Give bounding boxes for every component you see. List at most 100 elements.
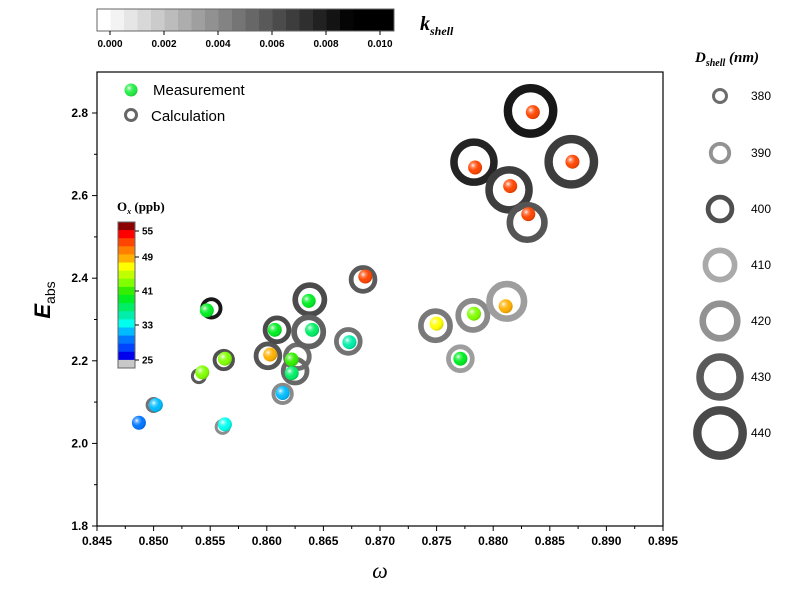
- measurement-point-shine: [466, 306, 481, 321]
- measurement-point-shine: [498, 299, 513, 314]
- measurement-point-shine: [284, 352, 299, 367]
- kshell-colorbar-segment: [137, 9, 152, 31]
- ox-tick-label: 55: [142, 227, 154, 238]
- measurement-point-shine: [284, 366, 299, 381]
- measurement-point-shine: [468, 160, 483, 175]
- x-tick-label: 0.860: [252, 534, 282, 548]
- calculation-ring: [503, 84, 558, 138]
- dshell-legend-label: 400: [751, 202, 771, 216]
- calculation-ring: [486, 280, 528, 322]
- kshell-colorbar-segment: [367, 9, 381, 31]
- measurement-point-shine: [521, 207, 536, 222]
- calculation-ring: [334, 327, 363, 356]
- ox-colorbar-segment: [118, 343, 135, 353]
- kshell-colorbar-segment: [124, 9, 138, 31]
- calculation-ring: [506, 201, 548, 244]
- measurement-point-shine: [148, 397, 163, 412]
- kshell-colorbar-segment: [272, 9, 287, 31]
- x-tick-label: 0.845: [82, 534, 112, 548]
- measurement-point-shine: [217, 351, 232, 366]
- ox-colorbar-segment: [118, 238, 135, 247]
- x-tick-label: 0.865: [308, 534, 338, 548]
- dshell-legend-ring: [712, 88, 728, 104]
- kshell-colorbar-frame: [96, 8, 395, 32]
- ox-colorbar-segment: [118, 335, 135, 345]
- kshell-colorbar-segment: [178, 9, 192, 31]
- calculation-ring: [262, 315, 292, 345]
- kshell-colorbar-segment: [151, 9, 165, 31]
- measurement-points: [131, 105, 580, 432]
- ox-colorbar-segment: [118, 359, 135, 369]
- kshell-tick-label: 0.008: [313, 39, 338, 50]
- kshell-colorbar-segment: [218, 9, 233, 31]
- kshell-colorbar-segment: [97, 9, 111, 31]
- ox-tick-label: 25: [142, 356, 154, 367]
- legend-calculation-label: Calculation: [151, 108, 225, 125]
- dshell-legend-ring: [699, 300, 741, 342]
- kshell-colorbar-segment: [380, 9, 395, 31]
- y-axis-title: Eabs: [30, 281, 58, 318]
- x-tick-label: 0.870: [365, 534, 395, 548]
- ox-colorbar-segment: [118, 286, 135, 296]
- kshell-colorbar-segment: [110, 9, 125, 31]
- calculation-ring: [418, 308, 453, 344]
- y-tick-label: 1.8: [71, 519, 88, 533]
- dshell-title: Dshell (nm): [694, 50, 759, 69]
- legend-calculation-marker: [124, 108, 138, 122]
- dshell-legend-label: 390: [751, 146, 771, 160]
- kshell-colorbar-segment: [313, 9, 327, 31]
- kshell-colorbar-segment: [353, 9, 368, 31]
- measurement-point-shine: [195, 365, 210, 380]
- dshell-legend-ring: [693, 406, 747, 460]
- calculation-ring: [253, 341, 283, 371]
- kshell-label: kshell: [420, 13, 454, 38]
- measurement-point-shine: [305, 322, 320, 337]
- calculation-ring: [446, 344, 475, 374]
- y-tick-label: 2.2: [71, 354, 88, 368]
- kshell-colorbar-segment: [286, 9, 300, 31]
- calculation-ring: [348, 265, 378, 294]
- measurement-point-shine: [429, 316, 444, 331]
- ox-colorbar-segment: [118, 295, 135, 304]
- x-tick-label: 0.855: [195, 534, 225, 548]
- ox-tick-label: 49: [142, 253, 154, 264]
- calculation-rings: [145, 84, 599, 435]
- measurement-point-shine: [275, 386, 290, 401]
- kshell-tick-label: 0.002: [151, 39, 176, 50]
- kshell-colorbar-segment: [205, 9, 219, 31]
- calculation-ring: [450, 138, 498, 186]
- ox-colorbar: 55 49 41 33 25: [117, 221, 154, 369]
- ox-colorbar-segment: [118, 254, 135, 263]
- dshell-legend-label: 430: [751, 370, 771, 384]
- calculation-ring: [291, 314, 327, 350]
- kshell-colorbar-segment: [299, 9, 314, 31]
- dshell-legend-ring: [705, 194, 735, 224]
- kshell-colorbar-segment: [245, 9, 260, 31]
- ox-colorbar-segment: [118, 270, 135, 280]
- kshell-tick-label: 0.004: [205, 39, 230, 50]
- calculation-ring: [455, 297, 491, 333]
- dshell-legend-label: 420: [751, 314, 771, 328]
- measurement-point-shine: [565, 154, 580, 169]
- plot-legend: Measurement Calculation: [124, 82, 246, 125]
- dshell-legend-label: 440: [751, 426, 771, 440]
- legend-measurement-shine: [124, 83, 138, 97]
- kshell-tick-label: 0.000: [97, 39, 122, 50]
- y-tick-label: 2.6: [71, 189, 88, 203]
- ox-colorbar-frame: [117, 221, 136, 369]
- calculation-ring: [271, 382, 294, 405]
- kshell-tick-label: 0.010: [367, 39, 392, 50]
- kshell-colorbar-segment: [340, 9, 354, 31]
- measurement-point-shine: [525, 105, 540, 120]
- measurement-point-shine: [267, 322, 282, 337]
- measurement-point-shine: [503, 179, 518, 194]
- x-tick-label: 0.850: [139, 534, 169, 548]
- measurement-point-shine: [342, 335, 357, 350]
- ox-colorbar-segment: [118, 262, 135, 272]
- kshell-colorbar: 0.000 0.002 0.004 0.006 0.008 0.010: [96, 8, 395, 50]
- ox-tick-label: 33: [142, 321, 154, 332]
- legend-measurement-label: Measurement: [153, 82, 246, 99]
- ox-colorbar-segment: [118, 351, 135, 361]
- measurement-point-shine: [131, 415, 146, 430]
- x-axis-title: ω: [372, 558, 388, 583]
